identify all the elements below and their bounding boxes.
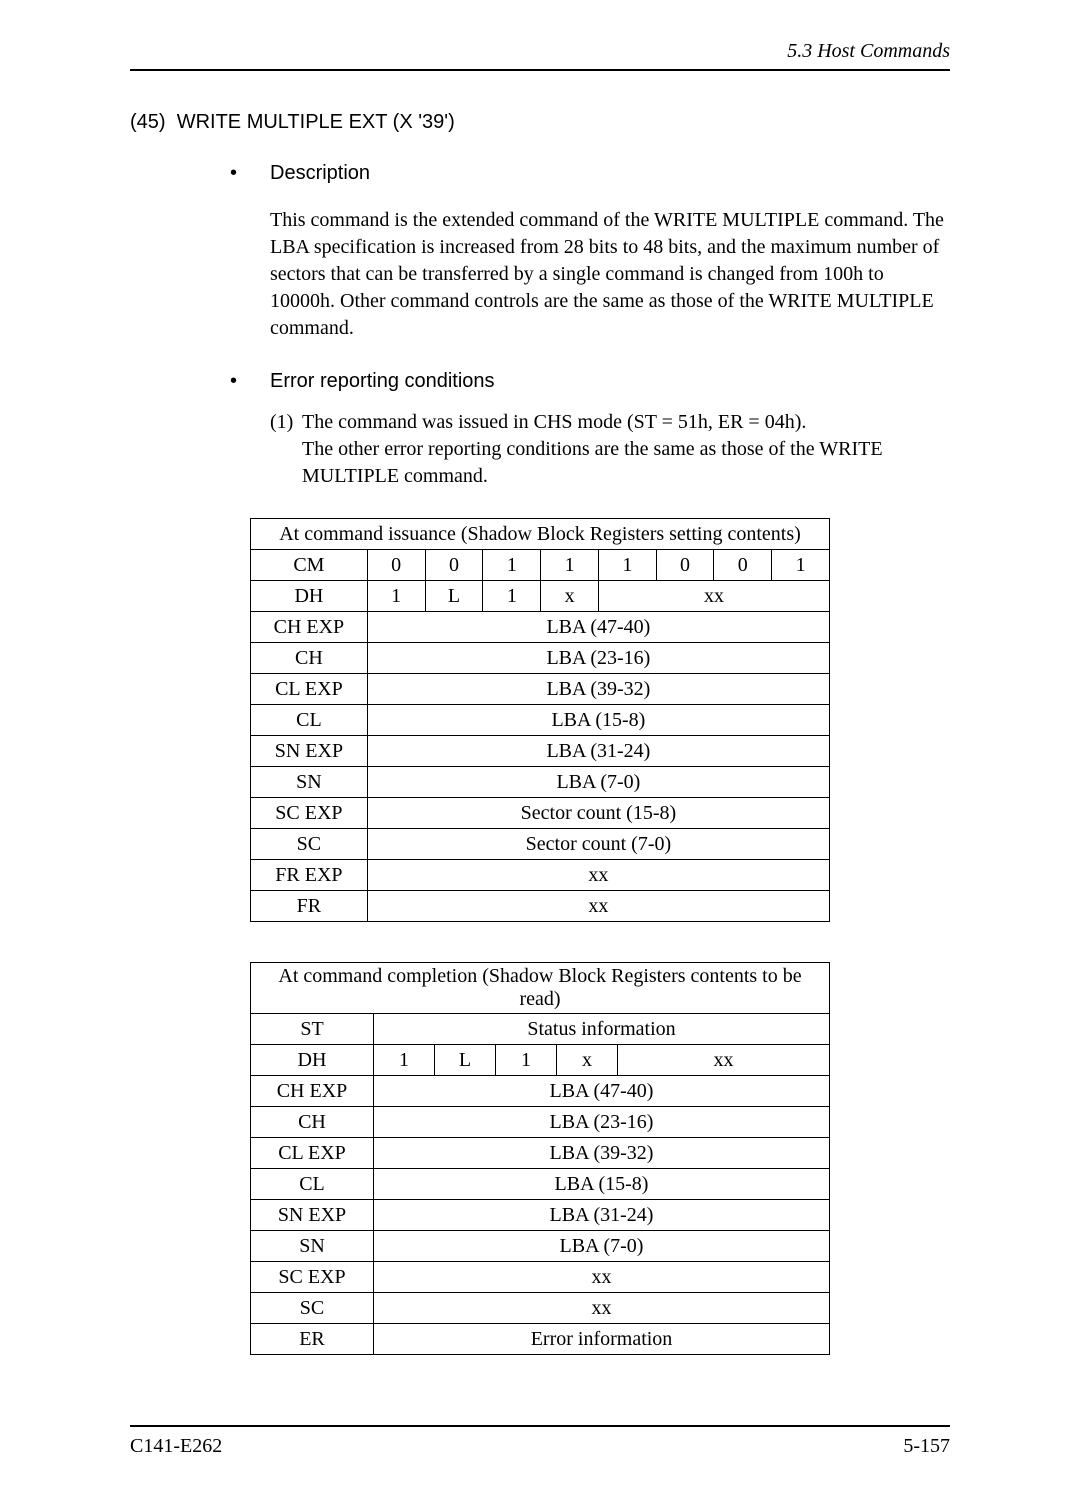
reg-label: SC EXP	[251, 1262, 374, 1293]
dh-bit: 1	[496, 1045, 557, 1076]
reg-value: xx	[367, 860, 829, 891]
reg-label: CH	[251, 1107, 374, 1138]
footer-doc-id: C141-E262	[130, 1435, 222, 1458]
reg-value: LBA (15-8)	[367, 705, 829, 736]
dh-bit: x	[541, 581, 599, 612]
bullet-dot-icon: •	[230, 162, 270, 185]
footer-page-number: 5-157	[903, 1435, 950, 1458]
completion-caption: At command completion (Shadow Block Regi…	[251, 963, 830, 1014]
cm-bit: 0	[714, 550, 772, 581]
cm-bit: 1	[772, 550, 830, 581]
reg-value: LBA (47-40)	[374, 1076, 830, 1107]
dh-bit: 1	[367, 581, 425, 612]
cm-bit: 0	[425, 550, 483, 581]
reg-label: ER	[251, 1324, 374, 1355]
reg-label: SC	[251, 1293, 374, 1324]
reg-value: Sector count (15-8)	[367, 798, 829, 829]
page-footer: C141-E262 5-157	[130, 1425, 950, 1458]
bullet-error-label: Error reporting conditions	[270, 370, 495, 392]
error-item-number: (1)	[270, 409, 302, 436]
footer-rule	[130, 1425, 950, 1427]
reg-label: FR EXP	[251, 860, 368, 891]
issuance-register-table: At command issuance (Shadow Block Regist…	[250, 518, 830, 922]
reg-value: LBA (15-8)	[374, 1169, 830, 1200]
reg-label: SN	[251, 1231, 374, 1262]
reg-label: CH	[251, 643, 368, 674]
error-item-line2: The other error reporting conditions are…	[270, 436, 950, 490]
reg-value: LBA (7-0)	[367, 767, 829, 798]
bullet-dot-icon: •	[230, 370, 270, 393]
reg-value: xx	[367, 891, 829, 922]
reg-value: LBA (39-32)	[367, 674, 829, 705]
reg-label: FR	[251, 891, 368, 922]
reg-value: LBA (23-16)	[374, 1107, 830, 1138]
reg-value: LBA (31-24)	[374, 1200, 830, 1231]
reg-value: LBA (39-32)	[374, 1138, 830, 1169]
reg-label: SC	[251, 829, 368, 860]
reg-label: CH EXP	[251, 612, 368, 643]
reg-label: CL EXP	[251, 674, 368, 705]
reg-value: xx	[374, 1262, 830, 1293]
bullet-description-label: Description	[270, 162, 370, 184]
reg-value: LBA (7-0)	[374, 1231, 830, 1262]
reg-label: CL	[251, 705, 368, 736]
dh-bit: 1	[374, 1045, 435, 1076]
reg-value: LBA (31-24)	[367, 736, 829, 767]
cm-bit: 1	[541, 550, 599, 581]
dh-label: DH	[251, 1045, 374, 1076]
section-heading: (45) WRITE MULTIPLE EXT (X '39')	[130, 111, 950, 134]
dh-bit: x	[557, 1045, 618, 1076]
section-name: WRITE MULTIPLE EXT (X '39')	[177, 111, 455, 133]
reg-value: LBA (47-40)	[367, 612, 829, 643]
dh-label: DH	[251, 581, 368, 612]
error-item-line1: The command was issued in CHS mode (ST =…	[302, 411, 806, 433]
description-paragraph: This command is the extended command of …	[130, 207, 950, 342]
cm-bit: 0	[367, 550, 425, 581]
reg-value: xx	[374, 1293, 830, 1324]
bullet-description: •Description	[130, 162, 950, 185]
reg-label: SC EXP	[251, 798, 368, 829]
header-rule	[130, 69, 950, 71]
cm-bit: 1	[598, 550, 656, 581]
dh-tail: xx	[618, 1045, 830, 1076]
dh-bit: 1	[483, 581, 541, 612]
cm-bit: 0	[656, 550, 714, 581]
st-value: Status information	[374, 1014, 830, 1045]
reg-label: SN EXP	[251, 736, 368, 767]
cm-bit: 1	[483, 550, 541, 581]
error-condition-item: (1)The command was issued in CHS mode (S…	[130, 409, 950, 490]
reg-label: SN	[251, 767, 368, 798]
section-number: (45)	[130, 111, 166, 133]
reg-label: CL EXP	[251, 1138, 374, 1169]
dh-tail: xx	[598, 581, 829, 612]
bullet-error: •Error reporting conditions	[130, 370, 950, 393]
st-label: ST	[251, 1014, 374, 1045]
dh-bit: L	[435, 1045, 496, 1076]
reg-label: CH EXP	[251, 1076, 374, 1107]
issuance-caption: At command issuance (Shadow Block Regist…	[251, 519, 830, 550]
reg-value: LBA (23-16)	[367, 643, 829, 674]
reg-value: Sector count (7-0)	[367, 829, 829, 860]
dh-bit: L	[425, 581, 483, 612]
completion-register-table: At command completion (Shadow Block Regi…	[250, 962, 830, 1355]
reg-value: Error information	[374, 1324, 830, 1355]
cm-label: CM	[251, 550, 368, 581]
reg-label: CL	[251, 1169, 374, 1200]
reg-label: SN EXP	[251, 1200, 374, 1231]
page-header: 5.3 Host Commands	[130, 40, 950, 63]
